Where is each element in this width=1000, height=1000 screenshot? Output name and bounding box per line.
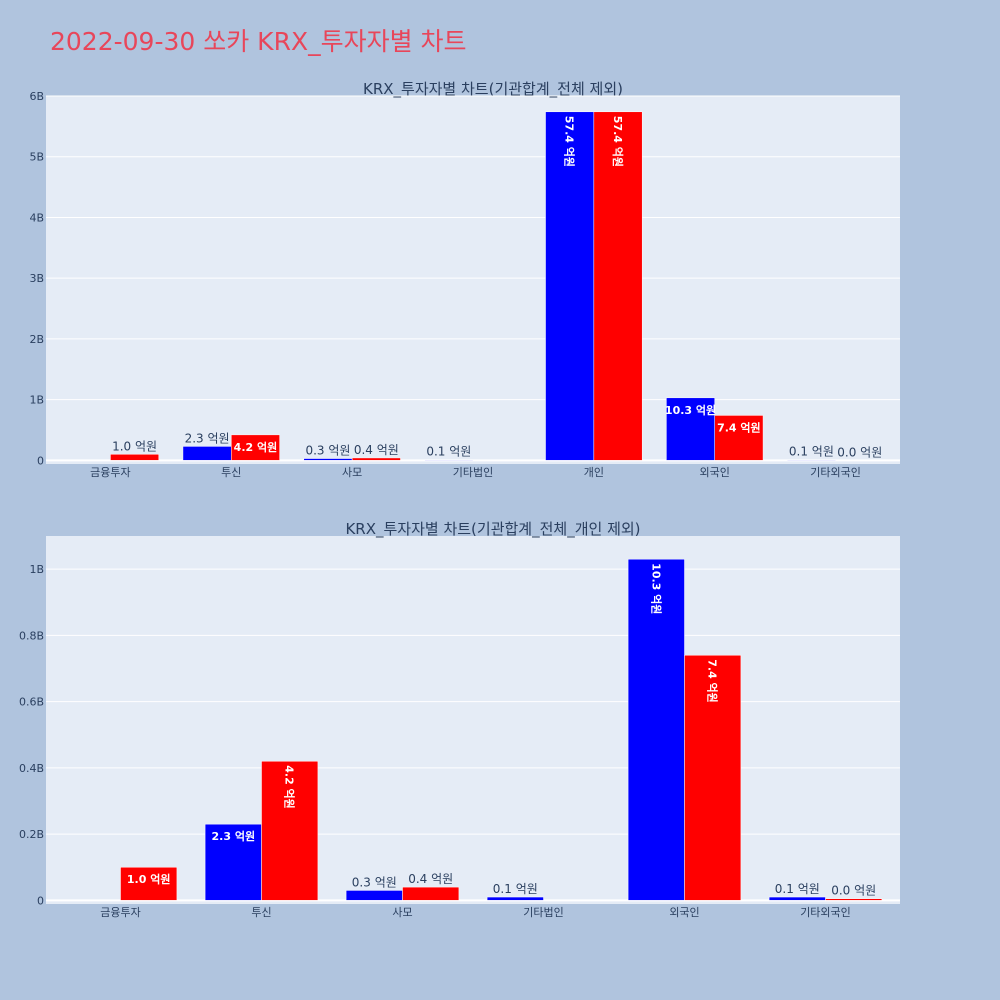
y-tick-label: 6B xyxy=(29,90,44,103)
y-tick-label: 4B xyxy=(29,211,44,224)
bar xyxy=(486,896,544,901)
x-tick-label: 투신 xyxy=(251,906,271,919)
bar-label: 57.4 억원 xyxy=(563,116,577,167)
bar xyxy=(204,823,262,901)
bar-label: 4.2 억원 xyxy=(283,765,297,809)
bar xyxy=(825,898,883,901)
bar-label: 1.0 억원 xyxy=(127,872,171,886)
y-tick-label: 2B xyxy=(29,333,44,346)
y-tick-label: 3B xyxy=(29,272,44,285)
x-tick-label: 금융투자 xyxy=(90,466,130,479)
bar xyxy=(627,558,685,901)
bar-label: 2.3 억원 xyxy=(185,431,230,445)
x-tick-label: 사모 xyxy=(342,466,362,479)
bar-label: 7.4 억원 xyxy=(706,659,720,703)
bar xyxy=(402,886,460,901)
y-tick-label: 1B xyxy=(29,563,44,576)
x-tick-label: 투신 xyxy=(221,466,241,479)
bar-label: 0.0 억원 xyxy=(837,445,882,459)
x-tick-label: 외국인 xyxy=(700,466,730,479)
bar-label: 10.3 억원 xyxy=(665,403,716,417)
bar xyxy=(593,111,643,461)
x-tick-label: 사모 xyxy=(392,906,412,919)
x-tick-label: 기타법인 xyxy=(523,906,563,919)
bar-label: 7.4 억원 xyxy=(717,420,761,434)
y-tick-label: 0.2B xyxy=(19,828,44,841)
bar-label: 0.1 억원 xyxy=(426,445,471,459)
plot-area xyxy=(46,96,900,464)
bar xyxy=(424,459,474,461)
y-tick-label: 0 xyxy=(37,454,44,467)
chart-title: KRX_투자자별 차트(기관합계_전체 제외) xyxy=(363,80,623,99)
x-tick-label: 외국인 xyxy=(669,906,699,919)
bar xyxy=(545,111,595,461)
bar-label: 0.1 억원 xyxy=(775,882,820,896)
chart-investor-all: KRX_투자자별 차트(기관합계_전체 제외) 0 1B 2B 3B 4B 5B 6B 금융투자… xyxy=(29,80,900,479)
y-tick-label: 5B xyxy=(29,151,44,164)
bar-label: 4.2 억원 xyxy=(234,440,278,454)
page-title: 2022-09-30 쏘카 KRX_투자자별 차트 xyxy=(50,27,467,56)
bar xyxy=(345,890,403,901)
bar-label: 0.4 억원 xyxy=(408,872,453,886)
y-tick-label: 0.4B xyxy=(19,762,44,775)
chart-title: KRX_투자자별 차트(기관합계_전체_개인 제외) xyxy=(345,520,640,539)
plot-area xyxy=(46,536,900,904)
y-tick-label: 1B xyxy=(29,394,44,407)
bar-label: 0.3 억원 xyxy=(352,875,397,889)
x-tick-label: 기타법인 xyxy=(453,466,493,479)
bar-label: 10.3 억원 xyxy=(649,563,663,614)
bar-label: 1.0 억원 xyxy=(112,439,157,453)
bar xyxy=(110,454,160,461)
x-tick-label: 기타외국인 xyxy=(810,466,861,479)
x-tick-label: 기타외국인 xyxy=(800,906,851,919)
bar xyxy=(714,415,764,461)
y-tick-label: 0 xyxy=(37,894,44,907)
bar-label: 0.4 억원 xyxy=(354,443,399,457)
bar-label: 0.0 억원 xyxy=(831,884,876,898)
bar xyxy=(684,654,742,901)
bar xyxy=(786,459,836,461)
x-tick-label: 개인 xyxy=(584,466,604,479)
bar xyxy=(351,457,401,461)
bar-label: 2.3 억원 xyxy=(212,829,256,843)
bar xyxy=(120,866,178,901)
x-tick-label: 금융투자 xyxy=(100,906,140,919)
bar xyxy=(768,896,826,901)
bar-label: 0.3 억원 xyxy=(305,444,350,458)
bar xyxy=(231,434,280,461)
bar xyxy=(261,760,319,901)
bar-label: 0.1 억원 xyxy=(493,882,538,896)
bar-label: 0.1 억원 xyxy=(789,445,834,459)
y-tick-label: 0.8B xyxy=(19,629,44,642)
bar-label: 57.4 억원 xyxy=(611,116,625,167)
y-tick-label: 0.6B xyxy=(19,696,44,709)
